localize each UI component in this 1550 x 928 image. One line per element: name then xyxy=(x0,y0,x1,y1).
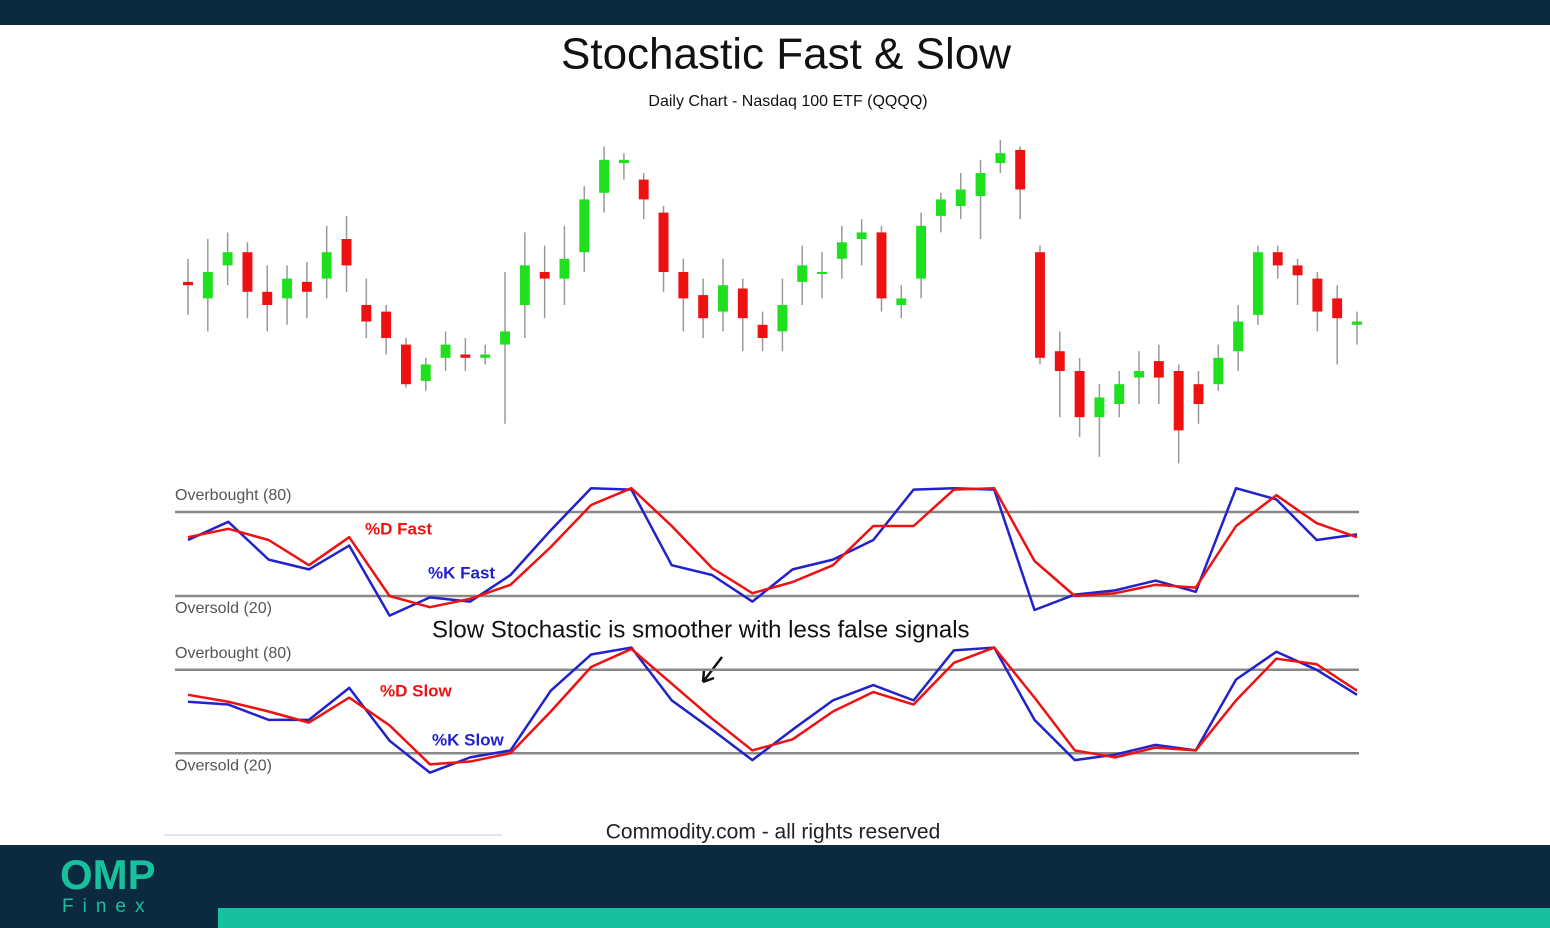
candle-body xyxy=(500,331,510,345)
chart-title: Stochastic Fast & Slow xyxy=(561,30,1011,79)
candle-body xyxy=(1292,265,1303,276)
candle-body xyxy=(1054,351,1065,371)
annotation: Slow Stochastic is smoother with less fa… xyxy=(432,616,970,643)
candle-body xyxy=(975,173,986,197)
candle-body xyxy=(678,272,689,299)
brand-name: OMP xyxy=(60,851,156,898)
candle-body xyxy=(440,344,451,358)
candle-body xyxy=(876,232,887,299)
candle-body xyxy=(460,354,471,358)
candle-body xyxy=(817,272,827,274)
candle-body xyxy=(955,189,966,206)
stoch-line xyxy=(187,486,1358,609)
candle-body xyxy=(1114,384,1125,404)
candle-body xyxy=(638,179,649,200)
candle-body xyxy=(737,288,748,319)
candle-body xyxy=(658,212,669,272)
candle-body xyxy=(480,354,491,358)
top-bar xyxy=(0,0,1550,25)
candle-body xyxy=(579,199,590,253)
series-label: %D Slow xyxy=(380,681,453,700)
candle-body xyxy=(618,159,629,164)
candle-body xyxy=(1134,371,1145,378)
level-label: Overbought (80) xyxy=(175,645,292,662)
candle-body xyxy=(1213,357,1224,385)
candle-body xyxy=(1312,278,1323,312)
candle-body xyxy=(757,324,768,338)
series-label: %K Slow xyxy=(432,730,505,749)
level-label: Oversold (20) xyxy=(175,757,272,774)
candle-body xyxy=(1035,252,1045,358)
candle-body xyxy=(1074,371,1085,418)
candle-body xyxy=(698,295,709,319)
candle-body xyxy=(916,225,927,279)
candle-body xyxy=(381,311,392,338)
candle-body xyxy=(1352,321,1362,325)
candle-body xyxy=(202,272,213,299)
candle-body xyxy=(242,252,253,292)
candle-body xyxy=(282,278,293,299)
candle-body xyxy=(1272,252,1283,266)
candle-body xyxy=(539,272,550,279)
candle-body xyxy=(361,305,372,322)
candle-body xyxy=(718,285,728,312)
candle-body xyxy=(1094,397,1105,418)
stoch-line xyxy=(187,646,1358,766)
candle-body xyxy=(400,344,411,385)
candle-body xyxy=(1332,298,1343,319)
series-label: %D Fast xyxy=(365,519,432,538)
candle-body xyxy=(935,199,946,216)
candle-body xyxy=(1252,252,1263,315)
candle-body xyxy=(1015,149,1026,190)
stoch-line xyxy=(187,486,1358,617)
chart-subtitle: Daily Chart - Nasdaq 100 ETF (QQQQ) xyxy=(648,93,927,110)
candle-body xyxy=(262,291,273,305)
candle-body xyxy=(301,281,312,292)
footer-accent xyxy=(218,908,1550,928)
candle-body xyxy=(1153,361,1164,378)
candle-body xyxy=(559,258,570,279)
candle-body xyxy=(896,298,907,305)
candle-body xyxy=(995,153,1006,164)
candle-body xyxy=(519,265,530,305)
candle-body xyxy=(836,242,847,259)
candle-body xyxy=(321,252,332,279)
brand-sub: Finex xyxy=(62,896,153,917)
candle-body xyxy=(1233,321,1244,352)
candle-body xyxy=(599,159,610,193)
candle-body xyxy=(420,364,431,381)
candle-body xyxy=(797,265,808,282)
candle-body xyxy=(856,232,867,239)
candle-body xyxy=(777,305,788,332)
series-label: %K Fast xyxy=(428,563,495,582)
level-label: Oversold (20) xyxy=(175,600,272,617)
candle-body xyxy=(1173,371,1184,431)
candle-body xyxy=(222,252,233,266)
credit: Commodity.com - all rights reserved xyxy=(606,821,941,844)
candle-body xyxy=(183,281,193,286)
level-label: Overbought (80) xyxy=(175,487,292,504)
candle-body xyxy=(341,239,352,266)
candle-body xyxy=(1193,384,1204,404)
